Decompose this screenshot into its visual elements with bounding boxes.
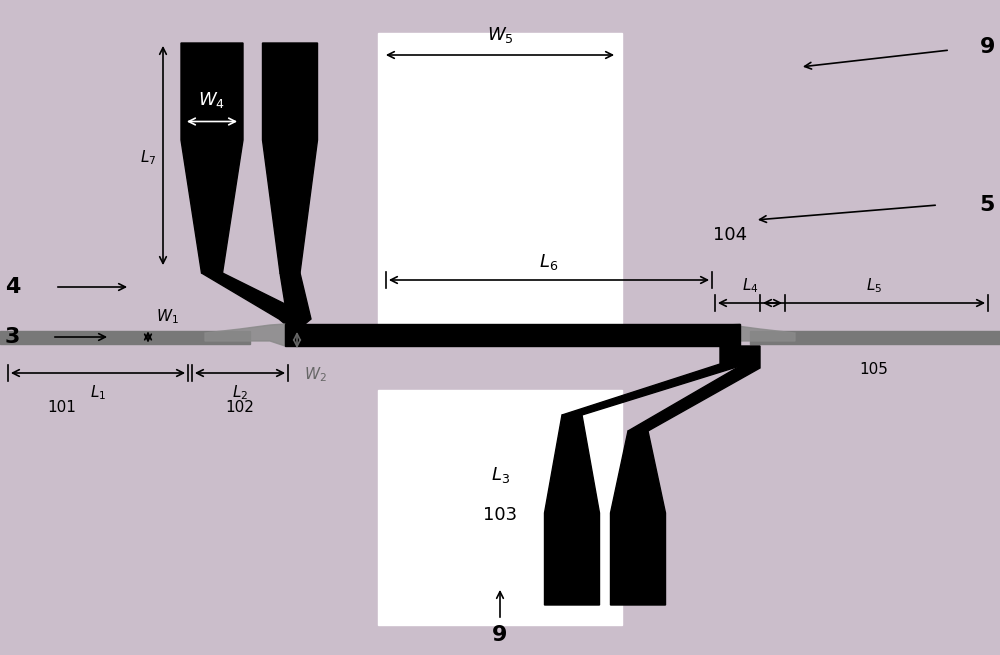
Text: $L_3$: $L_3$ [491, 465, 509, 485]
Text: 4: 4 [5, 277, 20, 297]
Text: 104: 104 [713, 226, 747, 244]
Bar [285, 324, 740, 346]
Polygon shape [610, 431, 666, 605]
Bar [750, 331, 1000, 343]
Polygon shape [181, 43, 243, 273]
Text: 9: 9 [980, 37, 995, 57]
Text: 101: 101 [48, 400, 76, 415]
Text: $L_7$: $L_7$ [140, 149, 156, 167]
Bar [0, 331, 250, 343]
Polygon shape [262, 43, 318, 273]
Text: 9: 9 [492, 625, 508, 645]
Text: $W_1$: $W_1$ [156, 308, 179, 326]
Text: 105: 105 [860, 362, 888, 377]
Bar [378, 390, 622, 625]
Text: $L_6$: $L_6$ [539, 252, 559, 272]
Polygon shape [730, 324, 795, 346]
Text: 3: 3 [5, 327, 20, 347]
Text: $W_4$: $W_4$ [198, 90, 226, 109]
Polygon shape [628, 346, 760, 431]
Polygon shape [544, 415, 600, 605]
Text: 102: 102 [226, 400, 254, 415]
Text: 103: 103 [483, 506, 517, 524]
Bar [378, 33, 622, 333]
Text: 5: 5 [980, 195, 995, 215]
Text: $L_2$: $L_2$ [232, 383, 248, 402]
Text: $L_4$: $L_4$ [742, 276, 758, 295]
Text: $W_2$: $W_2$ [304, 365, 327, 384]
Polygon shape [205, 324, 285, 346]
Text: $W_3$: $W_3$ [538, 326, 561, 345]
Text: $W_5$: $W_5$ [487, 25, 513, 45]
Text: $L_5$: $L_5$ [866, 276, 882, 295]
Text: $L_1$: $L_1$ [90, 383, 106, 402]
Polygon shape [280, 273, 311, 324]
Polygon shape [202, 273, 285, 324]
Polygon shape [562, 346, 740, 415]
